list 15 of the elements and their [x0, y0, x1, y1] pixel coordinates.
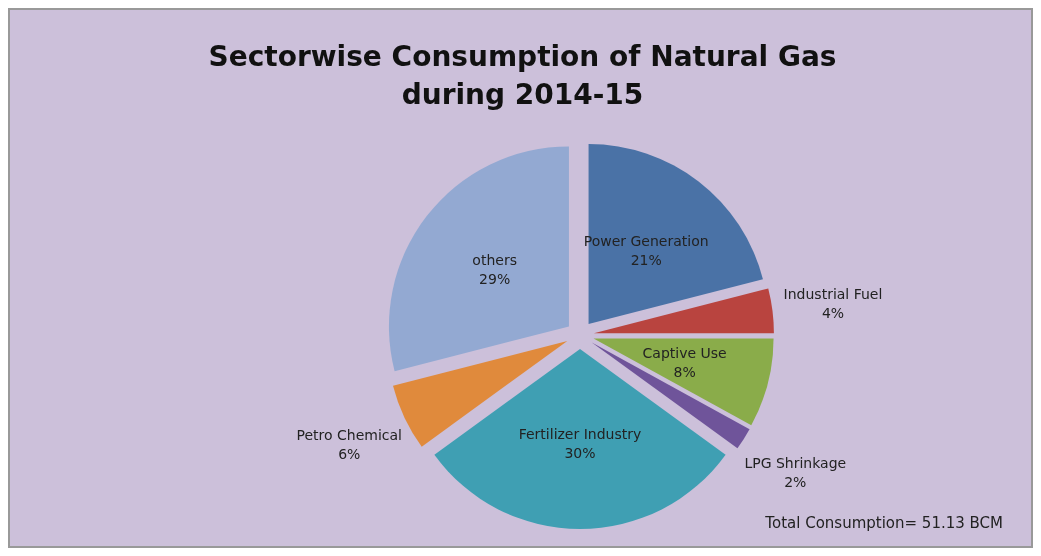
- slice-label: others: [472, 251, 517, 268]
- chart-title: Sectorwise Consumption of Natural Gas during 2014-15: [207, 39, 838, 113]
- data-label: 4%: [821, 305, 845, 322]
- slice-label: Petro Chemical: [296, 426, 402, 443]
- data-label: 30%: [564, 445, 596, 461]
- data-label: 8%: [673, 363, 696, 380]
- data-label: 2%: [784, 473, 807, 490]
- text: Total Consumption= 51.13 BCM: [765, 514, 1003, 532]
- slice-label: LPG Shrinkage: [744, 454, 847, 471]
- slice-label: Captive Use: [642, 344, 727, 361]
- data-label: 21%: [630, 251, 662, 268]
- data-label: 6%: [338, 445, 361, 462]
- slice-label: Fertilizer Industry: [518, 426, 642, 442]
- slice-label: Industrial Fuel: [783, 286, 883, 303]
- data-label: 29%: [479, 270, 511, 287]
